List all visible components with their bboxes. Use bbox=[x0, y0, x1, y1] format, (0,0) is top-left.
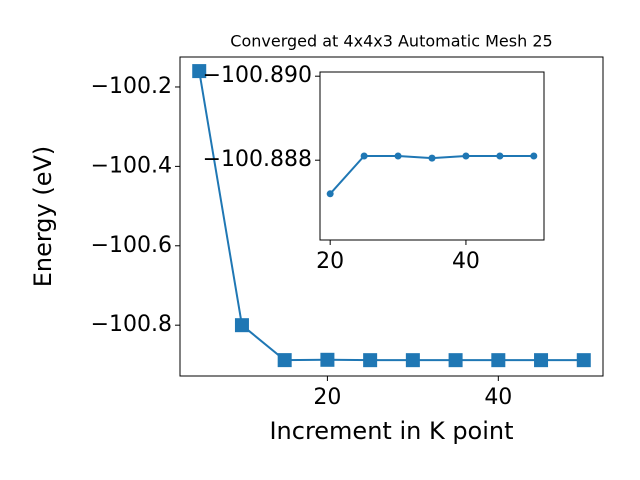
x-tick-label: 20 bbox=[316, 249, 344, 274]
marker bbox=[192, 64, 207, 79]
marker bbox=[405, 353, 420, 368]
x-tick-label: 20 bbox=[313, 385, 341, 410]
marker bbox=[576, 353, 591, 368]
y-tick-label: −100.4 bbox=[91, 153, 172, 178]
marker bbox=[428, 154, 436, 162]
y-tick-label: −100.8 bbox=[91, 312, 172, 337]
marker bbox=[277, 353, 292, 368]
marker bbox=[394, 152, 402, 160]
y-tick-label: −100.2 bbox=[91, 74, 172, 99]
marker bbox=[326, 190, 334, 198]
y-axis-label: Energy (eV) bbox=[29, 146, 57, 288]
axes-frame bbox=[179, 56, 604, 377]
axes-frame bbox=[319, 71, 545, 241]
marker bbox=[320, 352, 335, 367]
marker bbox=[363, 353, 378, 368]
marker bbox=[530, 152, 538, 160]
y-tick-label: −100.890 bbox=[203, 63, 312, 88]
x-tick-label: 40 bbox=[484, 385, 512, 410]
marker bbox=[462, 152, 470, 160]
chart-title: Converged at 4x4x3 Automatic Mesh 25 bbox=[230, 32, 552, 51]
x-tick-label: 40 bbox=[452, 249, 480, 274]
marker bbox=[496, 152, 504, 160]
marker bbox=[491, 353, 506, 368]
marker bbox=[360, 152, 368, 160]
data-line bbox=[198, 70, 584, 362]
marker bbox=[448, 353, 463, 368]
y-tick-label: −100.6 bbox=[91, 233, 172, 258]
x-axis-label: Increment in K point bbox=[269, 417, 513, 445]
marker bbox=[534, 353, 549, 368]
y-tick-label: −100.888 bbox=[203, 147, 312, 172]
marker bbox=[234, 318, 249, 333]
